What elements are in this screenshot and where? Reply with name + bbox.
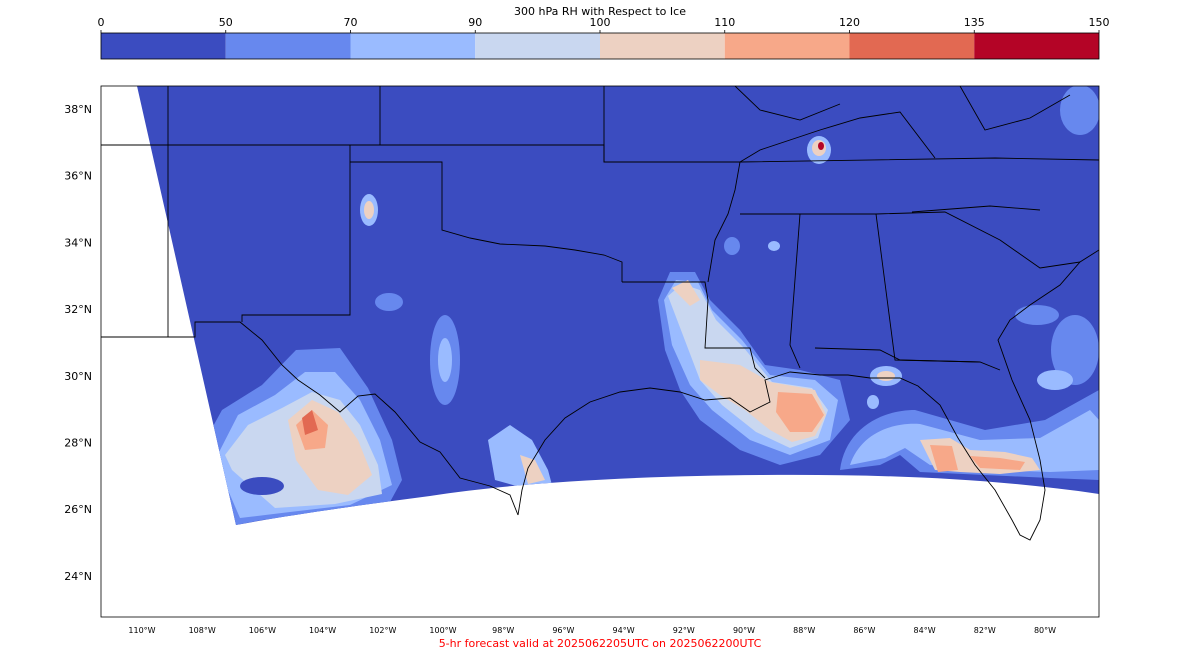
latitude-label: 24°N xyxy=(64,570,92,583)
us-mexico-border xyxy=(101,321,519,516)
rh-region-gulf xyxy=(776,392,824,432)
colorbar-bin xyxy=(974,33,1099,59)
longitude-label: 98°W xyxy=(492,626,514,635)
colorbar-bin xyxy=(350,33,476,59)
longitude-label: 102°W xyxy=(369,626,396,635)
rh-cell xyxy=(724,237,740,255)
rh-region-west-texas xyxy=(240,477,284,495)
colorbar-tick-label: 0 xyxy=(98,16,105,29)
longitude-label: 88°W xyxy=(793,626,815,635)
rh-cell xyxy=(1037,370,1073,390)
longitude-label: 90°W xyxy=(733,626,755,635)
latitude-label: 30°N xyxy=(64,370,92,383)
latitude-label: 32°N xyxy=(64,303,92,316)
rh-cell xyxy=(877,371,895,381)
latitude-label: 36°N xyxy=(64,170,92,183)
rh-cell xyxy=(768,241,780,251)
longitude-label: 82°W xyxy=(974,626,996,635)
longitude-label: 94°W xyxy=(613,626,635,635)
colorbar-title: 300 hPa RH with Respect to Ice xyxy=(514,5,686,18)
longitude-label: 104°W xyxy=(309,626,336,635)
colorbar: 0 50 70 90 100 110 120 135 150 xyxy=(98,16,1110,59)
colorbar-tick-label: 50 xyxy=(219,16,233,29)
colorbar-tick-label: 70 xyxy=(344,16,358,29)
colorbar-bin xyxy=(101,33,226,59)
colorbar-tick-label: 100 xyxy=(590,16,611,29)
state-line-mississippi-river xyxy=(603,86,741,283)
longitude-label: 86°W xyxy=(853,626,875,635)
state-line-nm-tx xyxy=(241,145,351,322)
rh-cell xyxy=(1051,315,1099,385)
state-line-co xyxy=(167,86,381,337)
rh-region-west-texas xyxy=(302,410,318,435)
map-panel xyxy=(101,86,1099,617)
colorbar-frame xyxy=(100,32,1100,60)
longitude-label: 84°W xyxy=(914,626,936,635)
latitude-label: 28°N xyxy=(64,437,92,450)
colorbar-bin xyxy=(849,33,975,59)
rh-cell xyxy=(1060,86,1099,135)
state-line-ok xyxy=(350,161,623,282)
colorbar-tick-label: 135 xyxy=(964,16,985,29)
rh-cell xyxy=(1015,305,1059,325)
rh-cell xyxy=(438,338,452,382)
rh-cell xyxy=(375,293,403,311)
state-line-ne xyxy=(734,86,1071,131)
longitude-label: 80°W xyxy=(1034,626,1056,635)
colorbar-tick-label: 90 xyxy=(468,16,482,29)
latitude-label: 26°N xyxy=(64,503,92,516)
florida-panhandle-line xyxy=(814,347,1001,371)
state-line-la xyxy=(622,281,766,379)
colorbar-bin xyxy=(225,33,351,59)
boundaries xyxy=(101,86,1099,541)
longitude-label: 96°W xyxy=(552,626,574,635)
latitude-label: 34°N xyxy=(64,236,92,249)
latitude-labels: 38°N 36°N 34°N 32°N 30°N 28°N 26°N 24°N xyxy=(64,103,92,583)
latitude-label: 38°N xyxy=(64,103,92,116)
colorbar-tick-label: 120 xyxy=(839,16,860,29)
forecast-valid-label: 5-hr forecast valid at 2025062205UTC on … xyxy=(439,637,762,650)
longitude-label: 108°W xyxy=(189,626,216,635)
longitude-label: 110°W xyxy=(128,626,155,635)
state-line-tn-nc xyxy=(739,157,1099,213)
colorbar-bin xyxy=(600,33,725,59)
state-line-ky xyxy=(739,111,936,163)
colorbar-bin xyxy=(724,33,850,59)
rh-field xyxy=(137,86,1099,525)
rh-region-florida xyxy=(930,445,1025,472)
rh-region-south-texas xyxy=(520,455,545,484)
rh-cell xyxy=(867,395,879,409)
longitude-label: 100°W xyxy=(429,626,456,635)
colorbar-tick-label: 150 xyxy=(1089,16,1110,29)
rh-cell xyxy=(364,201,374,219)
longitude-labels: 110°W 108°W 106°W 104°W 102°W 100°W 98°W 96°W 94… xyxy=(128,626,1056,635)
rh-cell xyxy=(818,142,824,150)
longitude-label: 92°W xyxy=(673,626,695,635)
map-frame xyxy=(100,85,1100,618)
colorbar-tick-label: 110 xyxy=(714,16,735,29)
longitude-label: 106°W xyxy=(249,626,276,635)
colorbar-bin xyxy=(475,33,600,59)
state-line-ga xyxy=(875,211,1081,269)
gulf-coastline xyxy=(517,249,1099,541)
rh-region-florida xyxy=(850,410,1099,472)
